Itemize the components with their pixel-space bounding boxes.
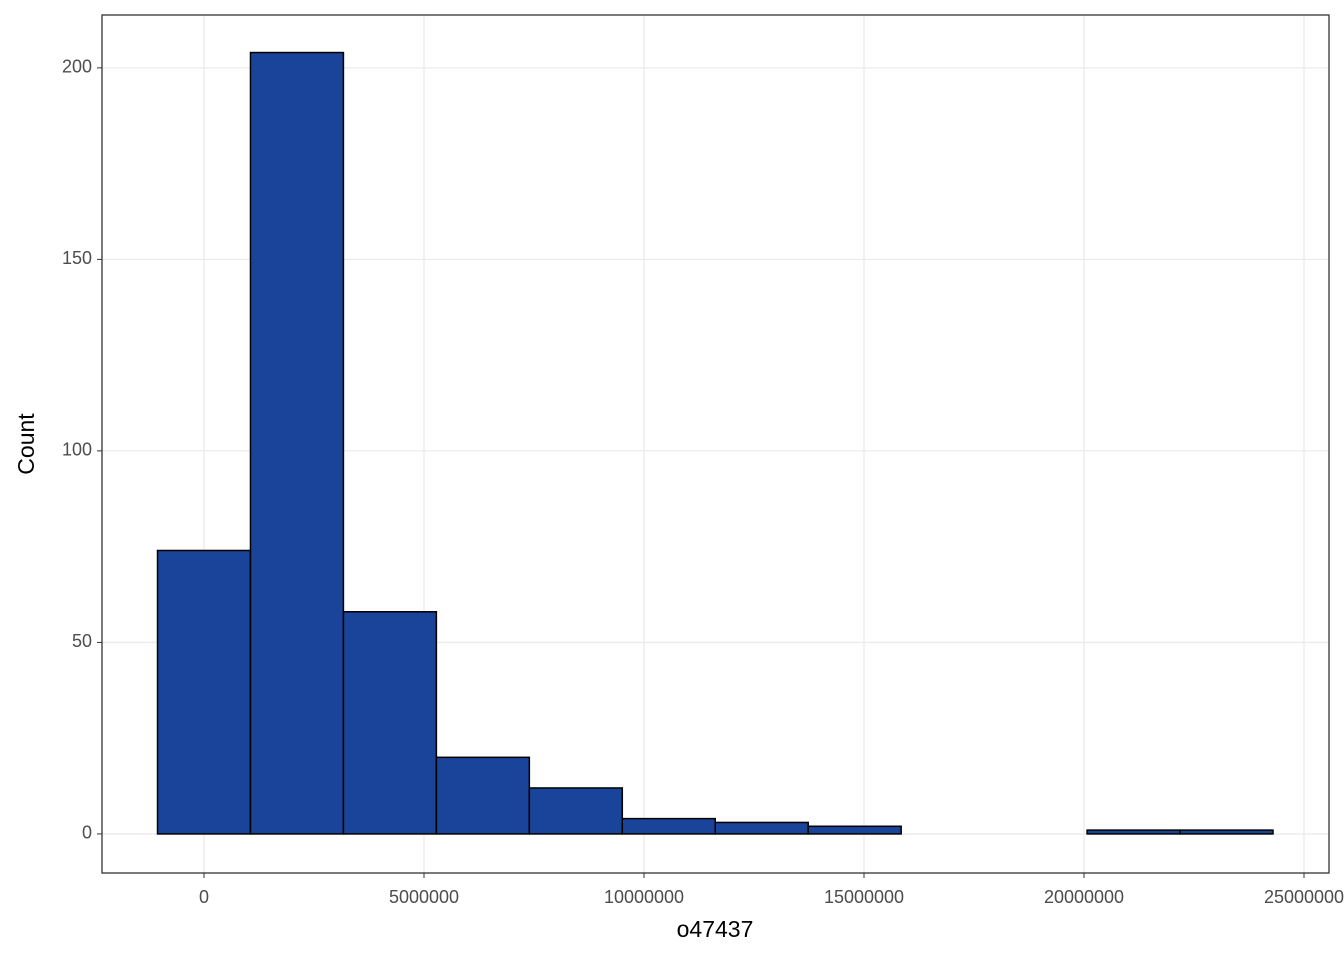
bar (528, 787, 624, 835)
bar (249, 51, 345, 835)
bar (621, 817, 716, 835)
x-tick-label: 10000000 (604, 887, 684, 907)
bar (435, 756, 531, 835)
bar (1086, 829, 1181, 835)
y-tick-label: 50 (72, 631, 92, 651)
x-axis-title: o47437 (677, 916, 754, 942)
panel-border (101, 14, 1330, 874)
x-tick-label: 15000000 (824, 887, 904, 907)
y-tick-label: 100 (62, 440, 92, 460)
bar (807, 825, 902, 835)
bar (714, 821, 809, 835)
x-tick-label: 0 (199, 887, 209, 907)
x-tick-label: 25000000 (1264, 887, 1344, 907)
x-tick-label: 20000000 (1044, 887, 1124, 907)
y-tick-label: 0 (82, 823, 92, 843)
x-tick-label: 5000000 (389, 887, 459, 907)
bar (1179, 829, 1274, 835)
y-axis-title: Count (13, 413, 39, 475)
bar (342, 611, 438, 835)
y-tick-label: 200 (62, 57, 92, 77)
y-tick-label: 150 (62, 248, 92, 268)
bar (156, 549, 252, 835)
